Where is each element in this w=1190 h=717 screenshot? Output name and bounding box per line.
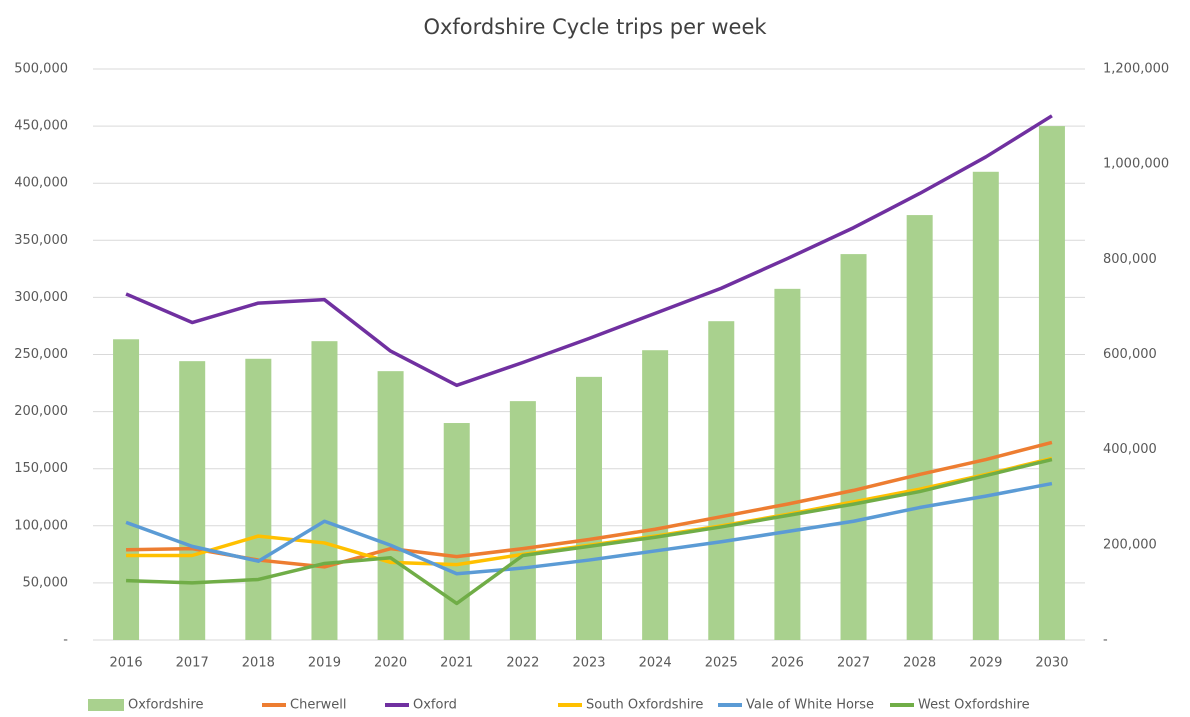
line: [126, 457, 1053, 606]
legend-label: Oxfordshire: [128, 698, 204, 713]
y2-tick-label: 1,200,000: [1103, 62, 1169, 77]
y-tick-label: 400,000: [14, 176, 68, 191]
x-tick-label: 2026: [771, 656, 804, 671]
legend-label: Cherwell: [290, 698, 347, 713]
y-tick-label: 500,000: [14, 62, 68, 77]
bar: [311, 341, 338, 640]
x-tick-label: 2022: [506, 656, 539, 671]
x-tick-label: 2024: [639, 656, 672, 671]
y2-tick-label: -: [1103, 633, 1108, 648]
x-tick-label: 2027: [837, 656, 870, 671]
bar: [179, 361, 206, 640]
y2-tick-label: 1,000,000: [1103, 157, 1169, 172]
x-tick-label: 2023: [572, 656, 605, 671]
chart-title: Oxfordshire Cycle trips per week: [423, 15, 767, 39]
bar: [972, 171, 999, 640]
x-tick-label: 2016: [110, 656, 143, 671]
bar: [642, 350, 669, 640]
line: [126, 440, 1053, 569]
bar: [1038, 126, 1065, 641]
legend-swatch: [88, 699, 124, 711]
x-tick-label: 2018: [242, 656, 275, 671]
x-tick-label: 2029: [969, 656, 1002, 671]
y2-tick-label: 800,000: [1103, 252, 1157, 267]
y-tick-label: 100,000: [14, 518, 68, 533]
y-tick-label: 300,000: [14, 290, 68, 305]
y-tick-label: 50,000: [23, 575, 69, 590]
bar: [840, 254, 867, 640]
y-tick-label: 350,000: [14, 233, 68, 248]
x-tick-label: 2030: [1035, 656, 1068, 671]
y-tick-label: 200,000: [14, 404, 68, 419]
x-tick-label: 2025: [705, 656, 738, 671]
bar: [113, 339, 140, 640]
y-tick-label: 250,000: [14, 347, 68, 362]
line: [125, 481, 1053, 576]
bar: [774, 288, 801, 640]
y-tick-label: 450,000: [14, 119, 68, 134]
bar: [906, 215, 933, 641]
y2-tick-label: 600,000: [1103, 347, 1157, 362]
y-tick-label: -: [63, 633, 68, 648]
legend-label: West Oxfordshire: [918, 698, 1030, 713]
x-tick-label: 2021: [440, 656, 473, 671]
legend-label: Oxford: [413, 698, 457, 713]
legend-label: South Oxfordshire: [586, 698, 703, 713]
line: [125, 114, 1053, 388]
y2-tick-label: 200,000: [1103, 537, 1157, 552]
y-tick-label: 150,000: [14, 461, 68, 476]
bar: [509, 401, 536, 640]
y2-tick-label: 400,000: [1103, 442, 1157, 457]
x-tick-label: 2020: [374, 656, 407, 671]
x-tick-label: 2017: [176, 656, 209, 671]
bar: [576, 376, 602, 640]
bar: [377, 371, 404, 640]
legend-label: Vale of White Horse: [746, 698, 874, 713]
bar: [443, 423, 470, 640]
bar: [245, 358, 272, 640]
x-tick-label: 2019: [308, 656, 341, 671]
bar: [708, 321, 735, 640]
x-tick-label: 2028: [903, 656, 936, 671]
